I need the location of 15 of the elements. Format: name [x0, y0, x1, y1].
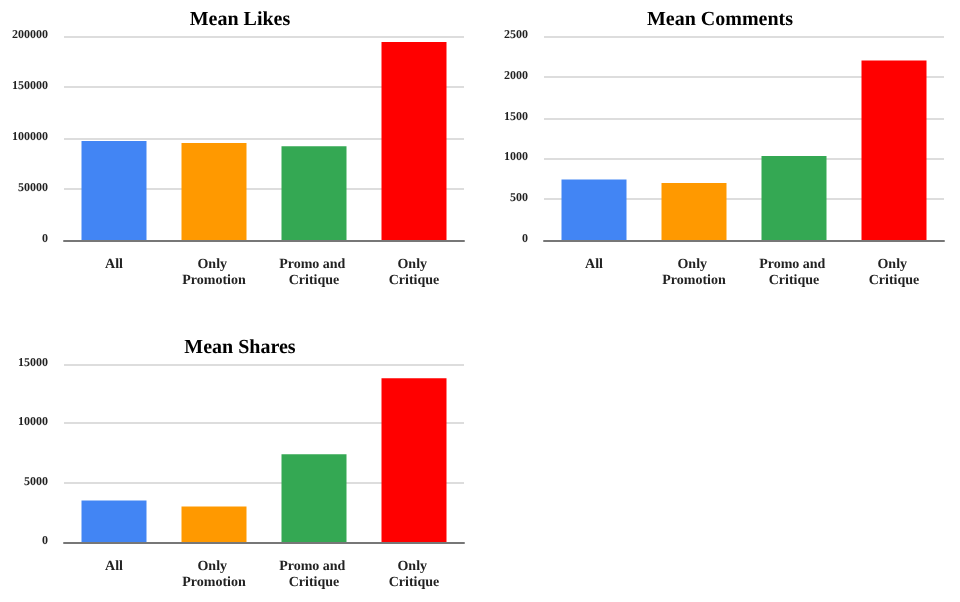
bar [381, 378, 447, 542]
bar [861, 60, 927, 240]
chart-title: Mean Shares [184, 337, 296, 359]
bar [181, 143, 247, 240]
chart-title: Mean Likes [189, 9, 291, 31]
bar [661, 182, 727, 240]
bar [281, 146, 347, 240]
bar [561, 179, 627, 240]
bar [761, 155, 827, 240]
chart-title: Mean Comments [646, 9, 794, 31]
bar [381, 42, 447, 240]
bar [181, 506, 247, 542]
bar [81, 500, 147, 542]
bar [81, 141, 147, 240]
bar [281, 454, 347, 542]
